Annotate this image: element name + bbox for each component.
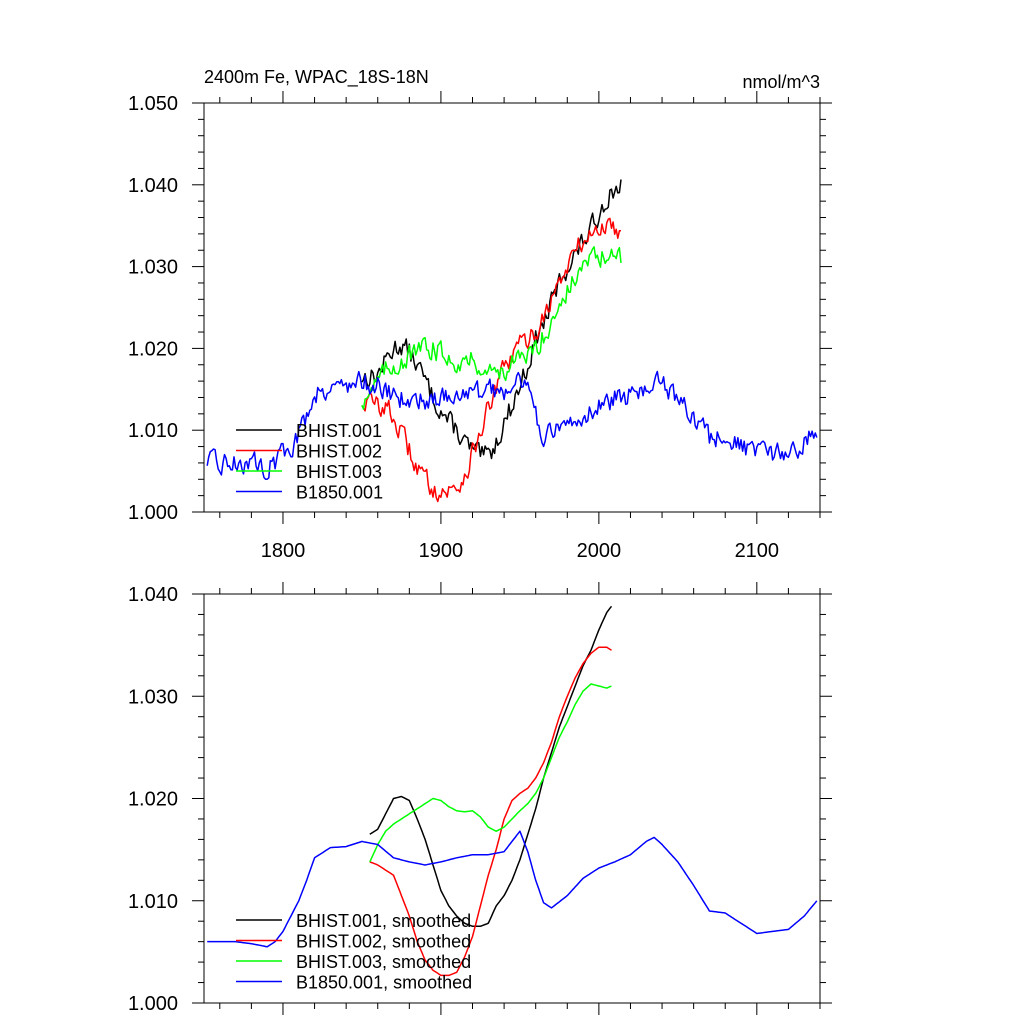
series-line-2: [369, 683, 612, 863]
legend-label-2: BHIST.003, smoothed: [296, 952, 471, 972]
top-panel-units: nmol/m^3: [743, 72, 820, 92]
series-line-2: [361, 246, 622, 410]
legend-label-0: BHIST.001, smoothed: [296, 911, 471, 931]
x-tick-label: 2100: [735, 540, 780, 562]
y-tick-label: 1.000: [128, 993, 178, 1015]
legend-label-2: BHIST.003: [296, 462, 382, 482]
y-tick-label: 1.040: [128, 175, 178, 197]
series-line-0: [369, 605, 613, 928]
plot-frame: [203, 102, 821, 513]
y-tick-label: 1.050: [128, 93, 178, 115]
series-line-1: [369, 646, 612, 977]
y-tick-label: 1.020: [128, 338, 178, 360]
y-tick-label: 1.030: [128, 257, 178, 279]
y-tick-label: 1.020: [128, 789, 178, 811]
legend-label-1: BHIST.002, smoothed: [296, 932, 471, 952]
series-line-1: [361, 217, 622, 503]
legend-label-0: BHIST.001: [296, 421, 382, 441]
y-tick-label: 1.000: [128, 502, 178, 524]
x-tick-label: 2000: [577, 540, 622, 562]
series-line-3: [206, 370, 818, 480]
y-tick-label: 1.010: [128, 891, 178, 913]
legend-label-1: BHIST.002: [296, 442, 382, 462]
top-panel-title: 2400m Fe, WPAC_18S-18N: [204, 67, 429, 88]
top-panel: 2400m Fe, WPAC_18S-18N nmol/m^3 1.000 1.0…: [128, 67, 832, 562]
x-tick-label: 1800: [261, 540, 306, 562]
legend-label-3: B1850.001, smoothed: [296, 973, 472, 993]
y-tick-label: 1.010: [128, 420, 178, 442]
x-tick-label: 1900: [419, 540, 464, 562]
y-tick-label: 1.040: [128, 584, 178, 606]
legend-label-3: B1850.001: [296, 483, 383, 503]
series-line-0: [361, 179, 622, 460]
series-line-3: [207, 830, 818, 948]
bottom-panel: 1.000 1.010 1.020 1.030 1.040 BHIST.001, smoo…: [128, 582, 832, 1015]
y-tick-label: 1.030: [128, 686, 178, 708]
